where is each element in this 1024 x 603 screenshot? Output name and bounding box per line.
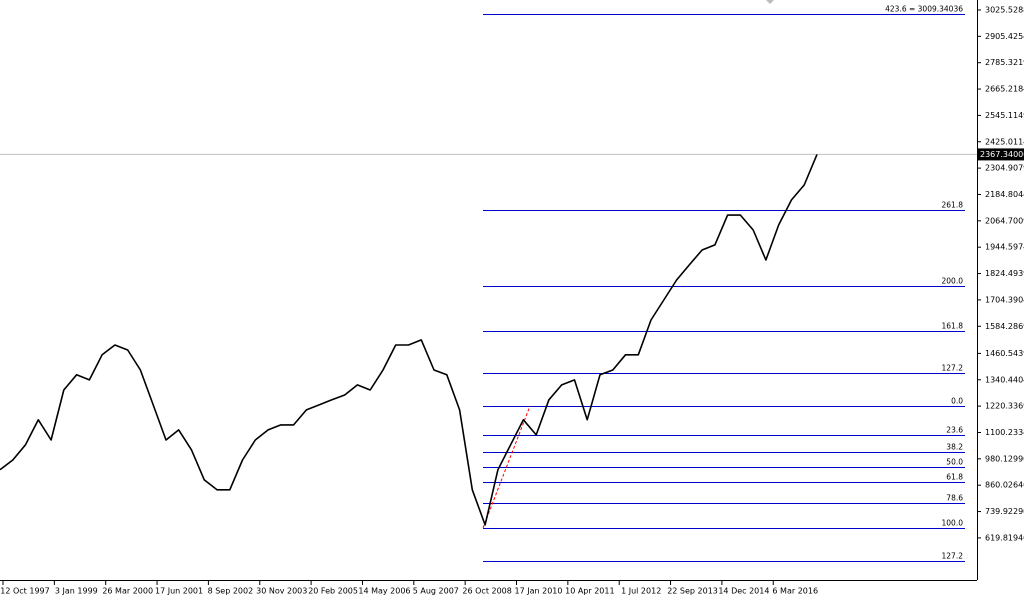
x-tick-label: 22 Sep 2013 [667,587,718,596]
fib-label: 23.6 [946,426,963,435]
y-tick-label: 980.12990 [985,454,1024,463]
fib-label: 0.0 [951,397,963,406]
fib-label: 127.2 [942,364,964,373]
fib-label: 161.8 [942,322,964,331]
fib-label: 127.2 [942,552,964,561]
y-tick-label: 1460.54390 [985,349,1024,358]
y-tick-label: 2304.90790 [985,164,1024,173]
y-tick-label: 619.81940 [985,533,1024,542]
y-tick-label: 2905.42540 [985,32,1024,41]
y-tick-label: 1584.28690 [985,322,1024,331]
y-tick-label: 2665.21840 [985,85,1024,94]
y-tick-label: 2064.70090 [985,216,1024,225]
fib-label: 423.6 = 3009.34036 [885,5,963,14]
fib-label: 61.8 [946,473,963,482]
x-tick-label: 17 Jun 2001 [155,587,203,596]
y-tick-label: 2425.01140 [985,137,1024,146]
y-tick-label: 1340.44040 [985,375,1024,384]
x-tick-label: 12 Oct 1997 [0,587,49,596]
x-tick-label: 8 Sep 2002 [208,587,254,596]
fib-label: 50.0 [946,458,963,467]
scroll-marker [766,0,774,4]
x-tick-label: 6 Mar 2016 [772,587,818,596]
last-price-label: 2367.34000 [980,150,1024,159]
y-tick-label: 1220.33690 [985,402,1024,411]
price-line [0,154,818,526]
fib-label: 200.0 [942,277,964,286]
y-tick-label: 1100.23340 [985,428,1024,437]
y-tick-label: 2785.32190 [985,58,1024,67]
y-tick-label: 1824.49390 [985,269,1024,278]
x-tick-label: 3 Jan 1999 [55,587,98,596]
x-tick-label: 26 Oct 2008 [462,587,511,596]
y-tick-label: 860.02640 [985,481,1024,490]
y-tick-label: 3025.52880 [985,5,1024,14]
x-tick-label: 30 Nov 2003 [256,587,307,596]
x-tick-label: 1 Jul 2012 [621,587,661,596]
y-tick-label: 2184.80440 [985,190,1024,199]
last-price-box [978,148,1024,161]
x-tick-label: 14 May 2006 [358,587,410,596]
fib-trendline [482,405,531,529]
x-tick-label: 5 Aug 2007 [413,587,459,596]
y-tick-label: 739.92290 [985,507,1024,516]
fib-label: 38.2 [946,443,963,452]
x-tick-label: 17 Jan 2010 [515,587,563,596]
fib-label: 78.6 [946,494,963,503]
y-tick-label: 1704.39040 [985,295,1024,304]
y-tick-label: 1944.59740 [985,243,1024,252]
x-tick-label: 20 Feb 2005 [308,587,358,596]
fib-label: 100.0 [942,519,964,528]
x-tick-label: 10 Apr 2011 [565,587,614,596]
x-tick-label: 14 Dec 2014 [718,587,769,596]
y-tick-label: 2545.11490 [985,111,1024,120]
x-tick-label: 26 Mar 2000 [102,587,153,596]
fib-label: 261.8 [942,201,964,210]
